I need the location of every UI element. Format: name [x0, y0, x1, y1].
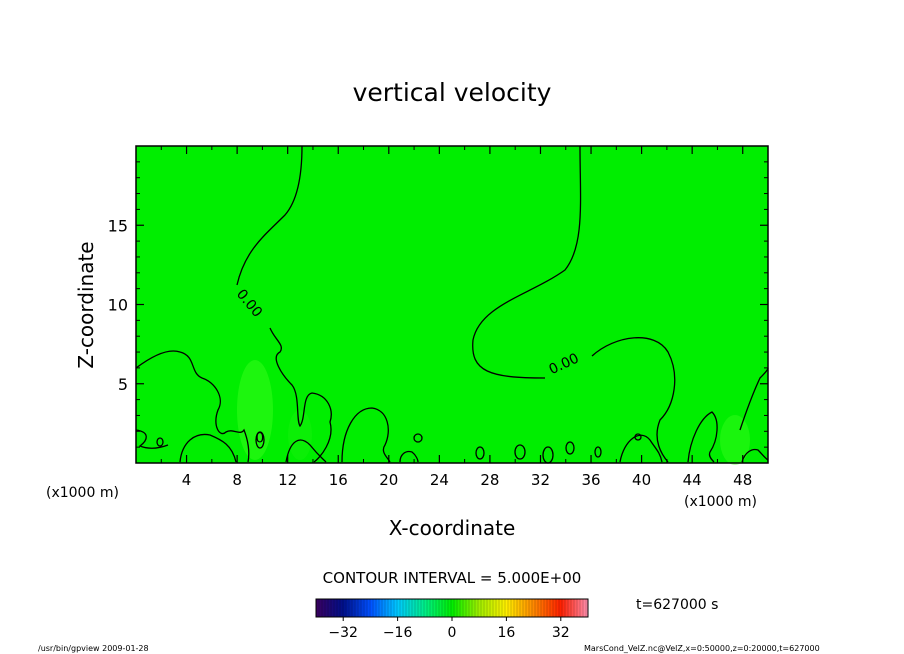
- footer-right: MarsCond_VelZ.nc@VelZ,x=0:50000,z=0:2000…: [584, 644, 820, 653]
- x-tick-label: 12: [278, 471, 297, 489]
- x-tick-label: 24: [430, 471, 449, 489]
- x-tick-label: 8: [232, 471, 242, 489]
- colorbar-tick-label: 16: [497, 625, 515, 641]
- x-tick-label: 16: [329, 471, 348, 489]
- x-unit-right: (x1000 m): [684, 494, 757, 510]
- contour-line: [565, 441, 575, 455]
- colorbar-tick-label: −16: [383, 625, 413, 641]
- contour-line: [591, 337, 676, 463]
- field-patch: [288, 410, 312, 460]
- x-axis-label: X-coordinate: [389, 516, 516, 540]
- x-axis: 4 8 12 16 20 24 28 32 36 40 44 48: [160, 146, 752, 489]
- x-tick-label: 48: [733, 471, 752, 489]
- x-unit-left: (x1000 m): [46, 485, 119, 501]
- colorbar-tick-label: 0: [448, 625, 457, 641]
- y-axis: 5 10 15: [108, 161, 768, 448]
- time-label: t=627000 s: [636, 597, 718, 613]
- contour-line: [341, 407, 391, 463]
- contour-line: [475, 446, 485, 460]
- contour-line: [135, 429, 169, 449]
- contour-line: [255, 431, 265, 449]
- colorbar: −32 −16 0 16 32: [315, 598, 589, 641]
- contour-line: [156, 437, 164, 447]
- colorbar-stripes: [318, 599, 587, 617]
- chart-title: vertical velocity: [353, 78, 552, 107]
- y-tick-label: 5: [118, 375, 128, 394]
- contour-line: [399, 450, 419, 463]
- x-tick-label: 40: [632, 471, 651, 489]
- contour-line: [514, 444, 526, 460]
- contour-line: [135, 350, 250, 463]
- contour-line: [741, 448, 769, 463]
- colorbar-tick-label: 32: [552, 625, 570, 641]
- x-tick-label: 36: [581, 471, 600, 489]
- contour-line: [634, 433, 642, 441]
- contour-line: [472, 145, 582, 379]
- contour-line: [269, 327, 332, 463]
- y-axis-label: Z-coordinate: [74, 241, 98, 368]
- plot-background: [136, 146, 768, 463]
- contour-line: [285, 439, 327, 463]
- contour-line: [687, 411, 718, 463]
- contour-label: 0: [255, 430, 264, 446]
- x-tick-label: 44: [683, 471, 702, 489]
- colorbar-tick-label: −32: [328, 625, 358, 641]
- y-tick-label: 15: [108, 216, 128, 235]
- contour-line: [739, 367, 769, 431]
- y-tick-label: 10: [108, 296, 128, 315]
- x-tick-label: 28: [480, 471, 499, 489]
- field-patch: [720, 415, 750, 465]
- contour-line: [413, 433, 423, 443]
- contour-line: [594, 446, 602, 458]
- contour-interval: CONTOUR INTERVAL = 5.000E+00: [323, 569, 582, 587]
- contour-line: [179, 433, 237, 463]
- contour-lines: [135, 145, 769, 464]
- plot-area: 0.000.000: [135, 145, 769, 465]
- x-tick-label: 20: [379, 471, 398, 489]
- colorbar-ticks: −32 −16 0 16 32: [328, 617, 570, 641]
- footer-left: /usr/bin/gpview 2009-01-28: [38, 644, 149, 653]
- x-tick-label: 4: [182, 471, 192, 489]
- contour-line: [619, 434, 663, 463]
- contour-line: [236, 145, 303, 286]
- x-tick-label: 32: [531, 471, 550, 489]
